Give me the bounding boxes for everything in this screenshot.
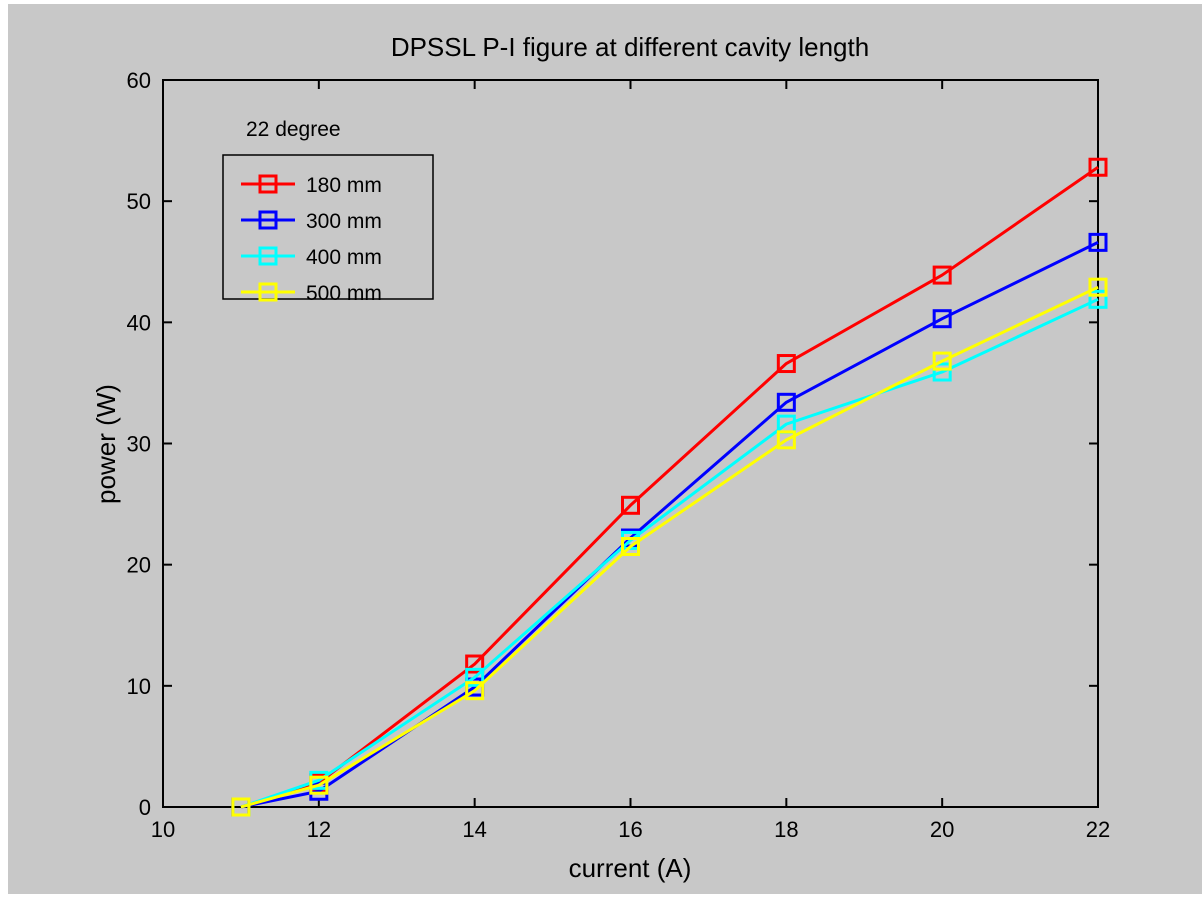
x-tick-label: 18 (774, 817, 798, 842)
series-500-mm (231, 277, 1108, 817)
y-tick-label: 10 (127, 674, 151, 699)
data-point (231, 797, 251, 817)
legend-label: 400 mm (306, 246, 382, 269)
y-tick-label: 20 (127, 553, 151, 578)
y-tick-label: 30 (127, 432, 151, 457)
series-layer (231, 157, 1108, 817)
series-line (240, 285, 1099, 809)
data-point (1088, 232, 1108, 252)
y-tick-label: 60 (127, 68, 151, 93)
legend-entry: 300 mm (241, 210, 382, 233)
x-tick-label: 16 (618, 817, 642, 842)
x-tick-label: 20 (930, 817, 954, 842)
data-point (465, 681, 485, 701)
series-line (240, 297, 1099, 809)
x-axis-title: current (A) (569, 853, 692, 883)
x-tick-label: 10 (151, 817, 175, 842)
data-point (465, 654, 485, 674)
data-point (1088, 289, 1108, 309)
legend-label: 300 mm (306, 210, 382, 233)
data-point (932, 351, 952, 371)
legend-label: 500 mm (306, 282, 382, 305)
data-point (621, 536, 640, 556)
chart: DPSSL P-I figure at different cavity len… (91, 32, 1111, 883)
legend-title: 22 degree (246, 118, 341, 141)
data-point (776, 392, 796, 412)
legend-marker (258, 210, 278, 230)
x-tick-label: 12 (307, 817, 331, 842)
data-point (776, 354, 796, 374)
legend-entry: 180 mm (241, 174, 382, 197)
legend: 22 degree 180 mm 300 mm 400 mm 500 mm (222, 118, 434, 305)
data-point (309, 775, 329, 795)
legend-marker (258, 246, 278, 266)
y-tick-label: 40 (127, 310, 151, 335)
data-point (1088, 277, 1108, 297)
legend-label: 180 mm (306, 174, 382, 197)
data-point (932, 362, 952, 382)
x-tick-label: 22 (1086, 817, 1110, 842)
figure-background: DPSSL P-I figure at different cavity len… (8, 4, 1202, 894)
data-point (465, 667, 485, 687)
legend-entry: 400 mm (241, 246, 382, 269)
chart-title: DPSSL P-I figure at different cavity len… (391, 32, 869, 62)
legend-marker (258, 174, 278, 194)
data-point (932, 309, 952, 329)
data-point (776, 430, 796, 450)
data-point (932, 265, 952, 285)
legend-marker (258, 282, 278, 302)
y-axis-title: power (W) (91, 384, 121, 504)
y-tick-label: 0 (139, 795, 151, 820)
x-tick-label: 14 (462, 817, 486, 842)
legend-entry: 500 mm (241, 282, 382, 305)
data-point (621, 495, 640, 515)
y-tick-label: 50 (127, 189, 151, 214)
legend-box (222, 154, 434, 300)
legend-entries: 180 mm 300 mm 400 mm 500 mm (241, 174, 382, 305)
data-point (1088, 157, 1108, 177)
